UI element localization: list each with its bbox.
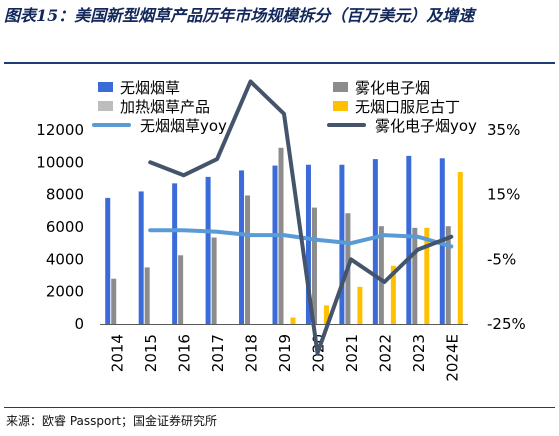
y-right-tick-label: 15%: [487, 186, 520, 204]
chart-title: 图表15：美国新型烟草产品历年市场规模拆分（百万美元）及增速: [4, 6, 475, 25]
bar-雾化电子烟: [178, 255, 184, 324]
y-right-tick-label: -25%: [487, 315, 526, 333]
x-tick-label: 2022: [376, 334, 394, 372]
bar-无烟烟草: [105, 197, 111, 324]
bar-无烟烟草: [406, 155, 412, 324]
y-right-tick-label: 35%: [487, 121, 520, 139]
y-left-tick-label: 6000: [46, 218, 84, 236]
legend-swatch: [333, 82, 348, 92]
bar-series: [105, 147, 463, 324]
x-tick-label: 2015: [142, 334, 160, 372]
source-divider: [4, 407, 555, 408]
y-left-tick-label: 0: [74, 315, 84, 333]
x-tick-label: 2018: [243, 334, 261, 372]
legend-swatch: [333, 101, 348, 111]
line-雾化电子烟yoy: [148, 79, 454, 356]
legend-swatch: [98, 82, 113, 92]
y-left-tick-label: 12000: [36, 121, 84, 139]
bar-无烟口服尼古丁: [390, 265, 396, 324]
legend-swatch: [98, 101, 113, 111]
bar-无烟口服尼古丁: [457, 172, 463, 324]
bar-无烟口服尼古丁: [424, 227, 430, 324]
y-left-tick-label: 8000: [46, 186, 84, 204]
x-tick-label: 2017: [209, 334, 227, 372]
bar-雾化电子烟: [445, 226, 451, 324]
bar-无烟烟草: [305, 164, 311, 324]
legend-label: 无烟烟草: [120, 79, 180, 97]
bar-无烟口服尼古丁: [323, 305, 329, 324]
bar-无烟烟草: [339, 164, 345, 324]
bar-无烟烟草: [239, 170, 245, 324]
line-series: [148, 79, 454, 356]
bar-无烟烟草: [272, 165, 278, 324]
bar-雾化电子烟: [412, 227, 418, 324]
x-tick-label: 2024E: [443, 334, 461, 382]
bar-无烟烟草: [372, 159, 378, 324]
bar-雾化电子烟: [144, 267, 150, 324]
bar-雾化电子烟: [245, 195, 251, 324]
x-tick-label: 2019: [276, 334, 294, 372]
y-left-tick-label: 4000: [46, 250, 84, 268]
bar-无烟烟草: [172, 183, 178, 324]
source-note: 来源：欧睿 Passport；国金证券研究所: [6, 414, 217, 428]
title-divider: [4, 62, 555, 64]
legend-label: 无烟烟草yoy: [140, 117, 227, 135]
bar-无烟烟草: [138, 191, 144, 324]
bar-雾化电子烟: [378, 226, 384, 324]
x-tick-label: 2021: [343, 334, 361, 372]
bar-雾化电子烟: [311, 207, 317, 324]
bar-无烟口服尼古丁: [357, 286, 363, 324]
legend-label: 雾化电子烟yoy: [375, 117, 477, 135]
bar-雾化电子烟: [111, 278, 117, 324]
x-tick-label: 2016: [176, 334, 194, 372]
y-left-tick-label: 2000: [46, 283, 84, 301]
bar-雾化电子烟: [211, 237, 217, 324]
x-tick-label: 2014: [109, 334, 127, 372]
bar-无烟烟草: [205, 176, 211, 324]
bar-无烟口服尼古丁: [290, 317, 296, 324]
legend-label: 无烟口服尼古丁: [355, 98, 460, 116]
x-tick-label: 2023: [410, 334, 428, 372]
y-left-tick-label: 10000: [36, 153, 84, 171]
axes: 0 2000 4000 6000 8000 10000 12000 -25% -5% 15% 35%…: [36, 121, 525, 382]
legend-label: 雾化电子烟: [355, 79, 430, 97]
y-right-tick-label: -5%: [487, 250, 516, 268]
legend-label: 加热烟草产品: [120, 98, 210, 116]
